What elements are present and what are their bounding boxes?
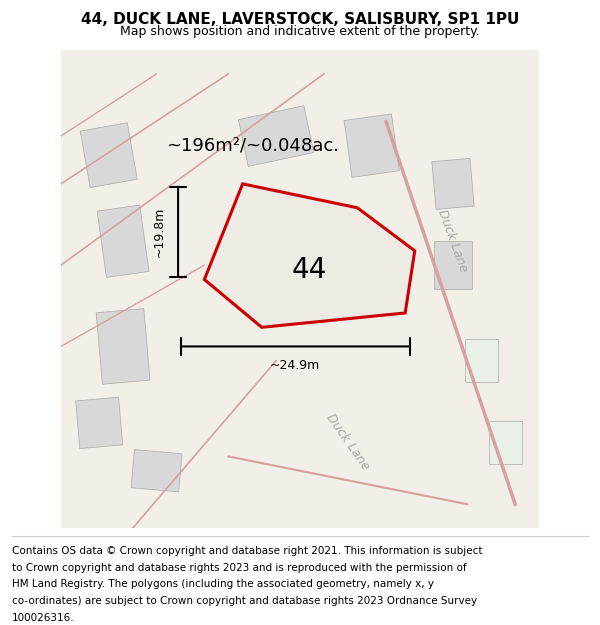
Text: to Crown copyright and database rights 2023 and is reproduced with the permissio: to Crown copyright and database rights 2… — [12, 562, 467, 572]
Text: Duck Lane: Duck Lane — [436, 208, 470, 274]
Text: 44: 44 — [292, 256, 327, 284]
Polygon shape — [80, 122, 137, 188]
Text: ~196m²/~0.048ac.: ~196m²/~0.048ac. — [166, 137, 338, 154]
Polygon shape — [76, 398, 123, 449]
Text: 44, DUCK LANE, LAVERSTOCK, SALISBURY, SP1 1PU: 44, DUCK LANE, LAVERSTOCK, SALISBURY, SP… — [81, 12, 519, 28]
Polygon shape — [489, 421, 523, 464]
Text: ~24.9m: ~24.9m — [270, 359, 320, 372]
Text: Map shows position and indicative extent of the property.: Map shows position and indicative extent… — [120, 24, 480, 38]
Text: ~19.8m: ~19.8m — [152, 206, 166, 257]
Text: Duck Lane: Duck Lane — [323, 411, 372, 472]
Text: 100026316.: 100026316. — [12, 613, 74, 623]
Polygon shape — [465, 339, 499, 382]
Polygon shape — [344, 114, 400, 178]
Polygon shape — [97, 205, 149, 278]
Polygon shape — [96, 309, 150, 384]
Polygon shape — [432, 158, 474, 209]
Polygon shape — [131, 449, 182, 492]
Polygon shape — [434, 241, 472, 289]
Polygon shape — [238, 106, 314, 166]
Polygon shape — [205, 184, 415, 328]
Text: Contains OS data © Crown copyright and database right 2021. This information is : Contains OS data © Crown copyright and d… — [12, 546, 482, 556]
Text: co-ordinates) are subject to Crown copyright and database rights 2023 Ordnance S: co-ordinates) are subject to Crown copyr… — [12, 596, 477, 606]
Text: HM Land Registry. The polygons (including the associated geometry, namely x, y: HM Land Registry. The polygons (includin… — [12, 579, 434, 589]
